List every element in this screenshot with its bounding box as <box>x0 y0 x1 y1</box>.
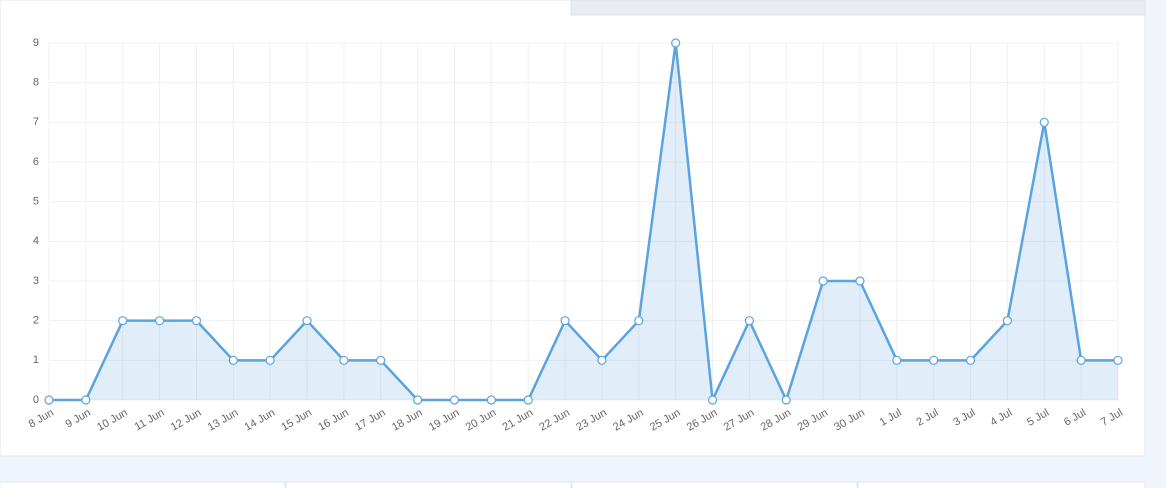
point <box>81 395 91 405</box>
card <box>857 481 1146 488</box>
y-tick-label: 8 <box>33 77 39 89</box>
card <box>285 481 572 488</box>
point <box>449 395 460 405</box>
point <box>929 355 939 365</box>
point <box>228 355 238 365</box>
panel <box>0 0 1146 457</box>
point <box>781 395 791 405</box>
y-tick-label: 7 <box>33 116 39 128</box>
point <box>597 355 607 365</box>
point <box>744 316 754 326</box>
y-tick-label: 4 <box>33 235 39 247</box>
point <box>523 395 533 405</box>
card <box>571 481 858 488</box>
point <box>339 355 349 365</box>
point <box>118 316 128 326</box>
y-tick-label: 0 <box>33 394 39 406</box>
point <box>302 316 312 326</box>
point <box>376 355 386 365</box>
line <box>49 42 1118 405</box>
y-tick-label: 2 <box>33 315 39 327</box>
point <box>855 276 865 286</box>
y-tick-label: 6 <box>33 156 39 168</box>
point <box>413 395 423 405</box>
y-tick-label: 3 <box>33 275 39 287</box>
point <box>671 38 681 48</box>
y-tick-label: 9 <box>33 37 39 49</box>
point <box>1113 355 1123 365</box>
point <box>1039 117 1049 127</box>
point <box>265 355 275 365</box>
point <box>44 395 54 405</box>
header-bar <box>570 0 1146 16</box>
point <box>154 316 165 326</box>
point <box>634 316 644 326</box>
y-tick-label: 1 <box>33 354 39 366</box>
point <box>892 355 902 365</box>
point <box>1002 316 1013 326</box>
point <box>818 276 828 286</box>
point <box>1076 355 1086 365</box>
point <box>486 395 496 405</box>
point <box>707 395 718 405</box>
point <box>965 355 976 365</box>
card <box>0 481 286 488</box>
y-tick-label: 5 <box>33 196 39 208</box>
area <box>49 43 1118 400</box>
point <box>560 316 570 326</box>
point <box>191 316 202 326</box>
